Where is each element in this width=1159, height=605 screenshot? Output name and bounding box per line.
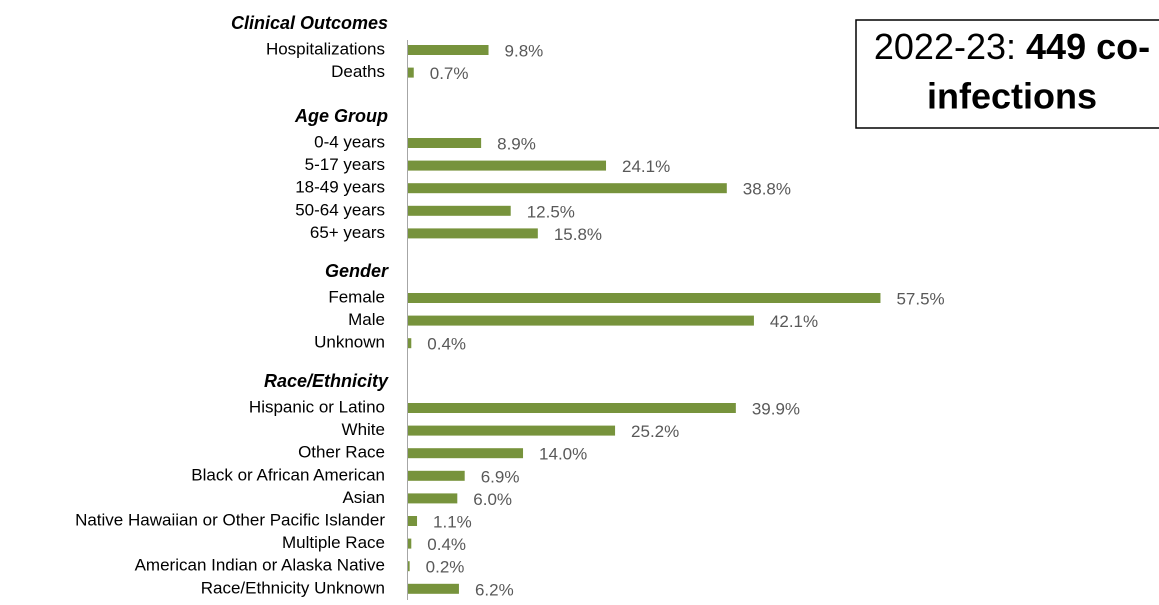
annotation-emphasis: 449 co- — [1026, 26, 1150, 67]
bar — [408, 67, 414, 78]
category-label: 50-64 years — [295, 200, 385, 219]
bar — [408, 538, 412, 549]
value-label: 9.8% — [505, 41, 544, 60]
value-label: 42.1% — [770, 312, 818, 331]
value-label: 12.5% — [527, 202, 575, 221]
bar — [408, 338, 412, 349]
bar — [408, 425, 616, 436]
bar — [408, 493, 458, 504]
value-label: 39.9% — [752, 399, 800, 418]
bar — [408, 228, 538, 239]
bar — [408, 205, 511, 216]
bar — [408, 293, 881, 303]
value-label: 6.0% — [473, 490, 512, 509]
category-label: Multiple Race — [282, 533, 385, 552]
category-label: Hispanic or Latino — [249, 397, 385, 416]
bar — [408, 138, 482, 148]
category-label: 65+ years — [310, 223, 385, 242]
category-label: Race/Ethnicity Unknown — [201, 578, 385, 597]
bar — [408, 470, 465, 481]
bar — [408, 315, 754, 326]
bar — [408, 160, 607, 171]
value-label: 0.7% — [430, 64, 469, 83]
category-label: Other Race — [298, 443, 385, 462]
group-header: Race/Ethnicity — [264, 371, 389, 391]
value-label: 15.8% — [554, 225, 602, 244]
value-label: 6.9% — [481, 467, 520, 486]
group-header: Gender — [325, 261, 389, 281]
bar — [408, 583, 459, 594]
category-label: American Indian or Alaska Native — [135, 556, 385, 575]
category-label: Female — [328, 287, 385, 306]
category-label: 5-17 years — [305, 155, 385, 174]
category-label: White — [342, 420, 385, 439]
bar — [408, 403, 736, 413]
category-label: Hospitalizations — [266, 39, 385, 58]
value-label: 1.1% — [433, 512, 472, 531]
category-label: Native Hawaiian or Other Pacific Islande… — [75, 510, 385, 529]
bar — [408, 516, 418, 526]
value-label: 0.4% — [427, 335, 466, 354]
value-label: 0.2% — [426, 558, 465, 577]
value-label: 38.8% — [743, 180, 791, 199]
category-label: Deaths — [331, 62, 385, 81]
category-label: 0-4 years — [314, 132, 385, 151]
value-label: 24.1% — [622, 157, 670, 176]
bar — [408, 45, 489, 55]
value-label: 8.9% — [497, 134, 536, 153]
group-header: Clinical Outcomes — [231, 13, 388, 33]
value-label: 14.0% — [539, 445, 587, 464]
bar — [408, 183, 727, 194]
category-label: Asian — [342, 488, 385, 507]
value-label: 57.5% — [896, 289, 944, 308]
category-label: Male — [348, 310, 385, 329]
category-label: Unknown — [314, 333, 385, 352]
value-label: 6.2% — [475, 580, 514, 599]
value-label: 25.2% — [631, 422, 679, 441]
annotation-label: 2022-23: — [874, 26, 1016, 67]
bar — [408, 448, 524, 459]
category-label: Black or African American — [191, 465, 385, 484]
value-label: 0.4% — [427, 535, 466, 554]
annotation-box — [855, 19, 1159, 129]
annotation-line: 2022-23: 449 co- — [874, 26, 1150, 67]
annotation-emphasis: infections — [927, 76, 1097, 117]
category-label: 18-49 years — [295, 178, 385, 197]
group-header: Age Group — [294, 106, 388, 126]
bar — [408, 561, 410, 572]
